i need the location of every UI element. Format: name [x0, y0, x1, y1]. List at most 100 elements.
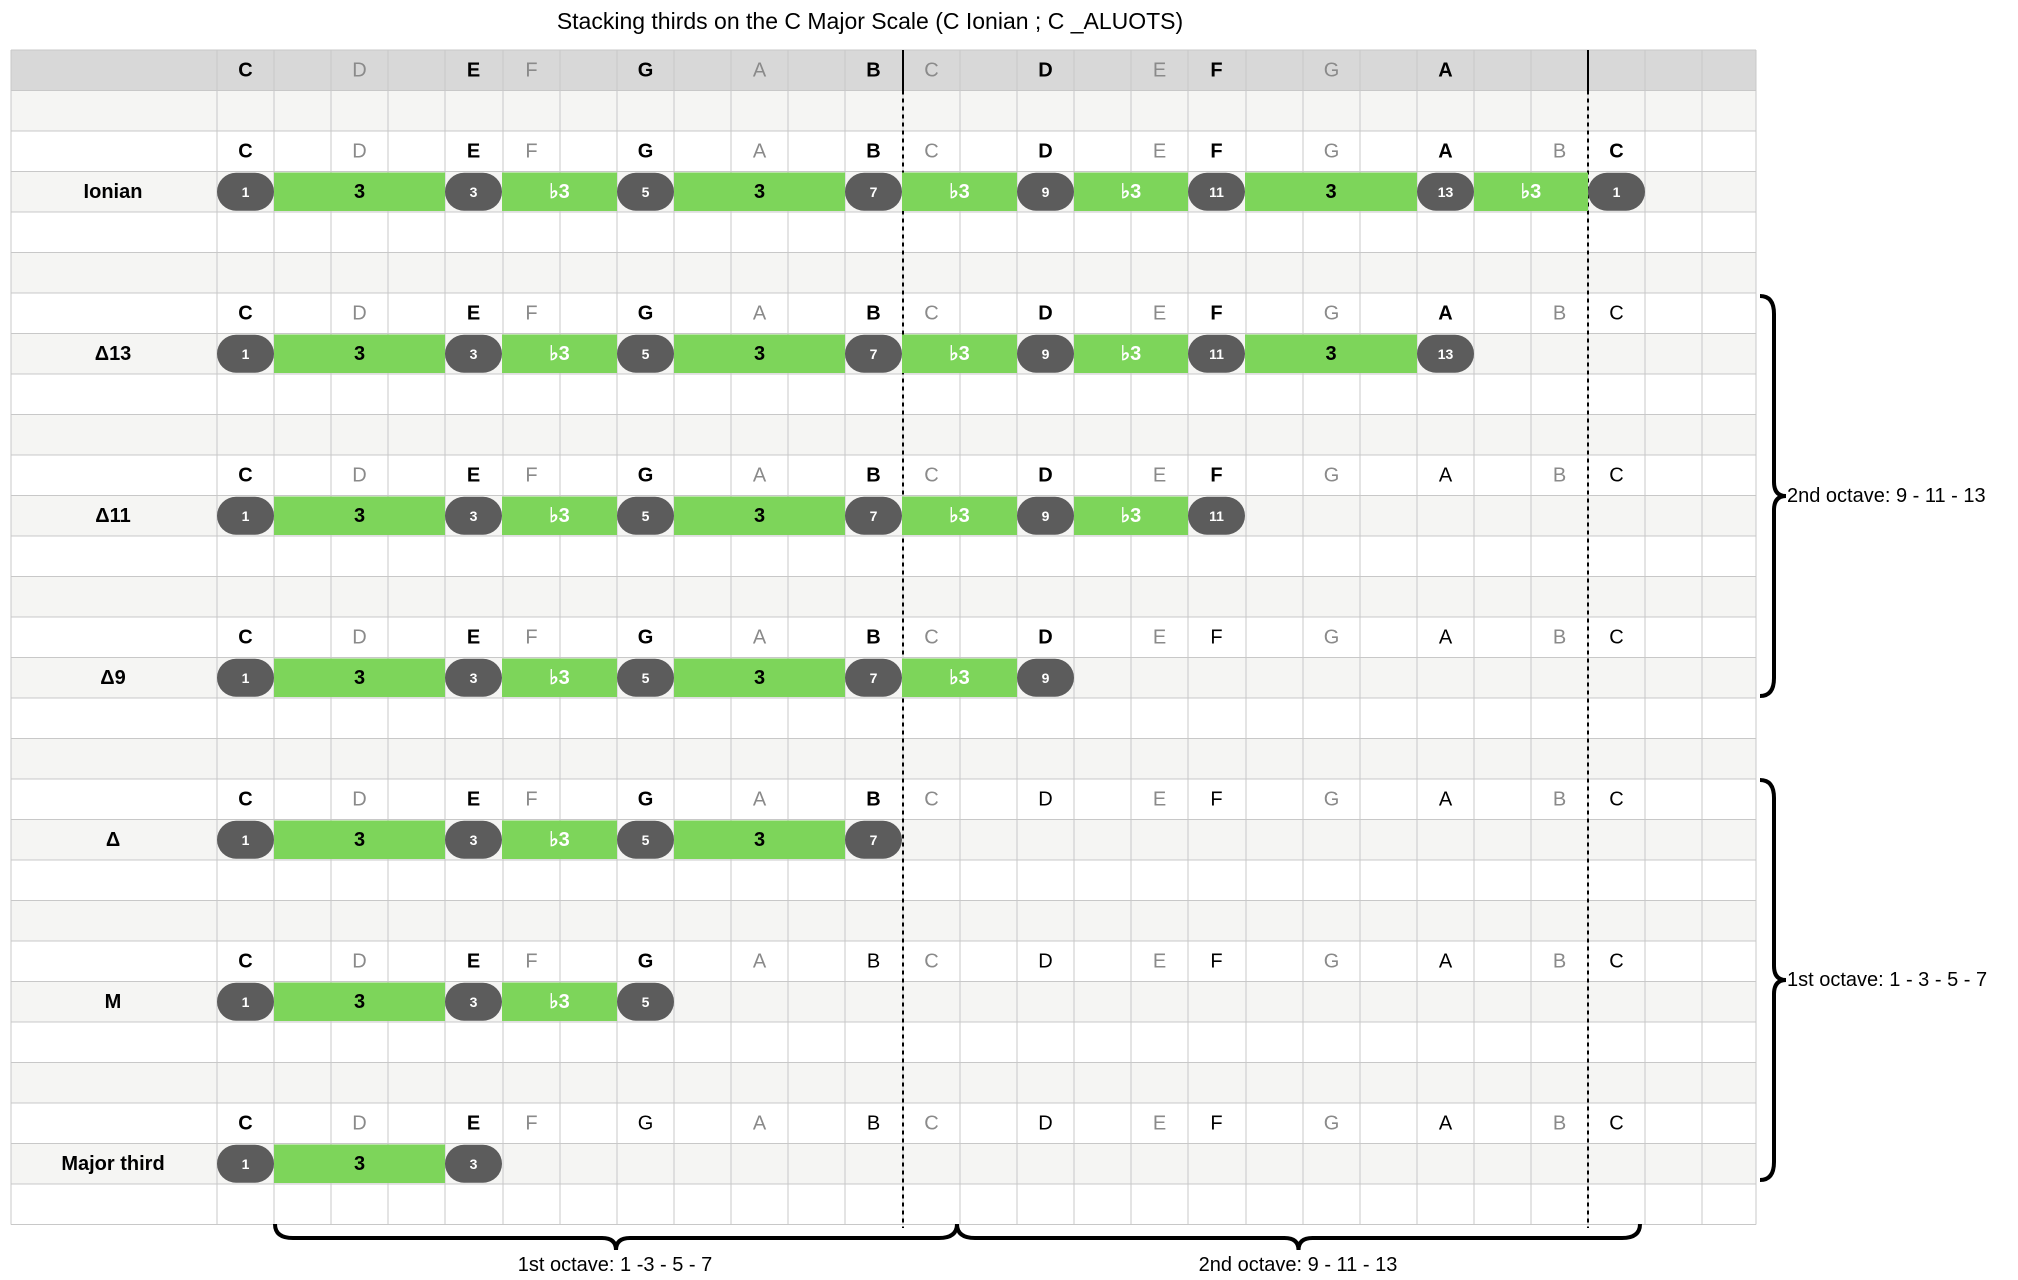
note-letter: F — [1210, 950, 1222, 972]
note-letter: F — [1210, 626, 1222, 648]
degree-pill — [445, 982, 502, 1021]
grid-row — [11, 1022, 1756, 1063]
note-letter: E — [467, 1112, 480, 1134]
header-note: D — [1038, 59, 1052, 81]
interval-label: ♭3 — [949, 505, 970, 527]
curly-brace — [1759, 778, 1787, 1182]
degree-pill — [617, 658, 674, 697]
header-note: E — [467, 59, 480, 81]
degree-pill — [445, 496, 502, 535]
note-letter: E — [467, 626, 480, 648]
grid-row — [11, 90, 1756, 131]
note-letter: C — [1609, 626, 1623, 648]
degree-label: 13 — [1438, 346, 1454, 362]
note-letter: C — [924, 950, 938, 972]
note-letter: A — [1439, 788, 1453, 810]
interval-bar — [502, 820, 617, 859]
degree-label: 11 — [1209, 346, 1224, 362]
degree-pill — [1017, 496, 1074, 535]
degree-pill — [445, 658, 502, 697]
grid-row — [11, 1103, 1756, 1144]
note-letter: E — [467, 950, 480, 972]
degree-label: 5 — [642, 184, 650, 200]
note-letter: D — [352, 302, 366, 324]
note-letter: C — [1609, 788, 1623, 810]
grid-row — [11, 1184, 1756, 1225]
degree-pill — [617, 496, 674, 535]
chord-label: Δ13 — [95, 343, 132, 365]
note-letter: B — [1553, 950, 1566, 972]
grid-row — [11, 1062, 1756, 1103]
note-letter: A — [1439, 626, 1453, 648]
interval-bar — [502, 496, 617, 535]
note-letter: F — [525, 140, 537, 162]
degree-label: 9 — [1042, 184, 1050, 200]
degree-label: 7 — [870, 508, 878, 524]
degree-pill — [217, 334, 274, 373]
interval-label: ♭3 — [1521, 181, 1542, 203]
interval-label: 3 — [754, 181, 765, 203]
note-letter: G — [638, 302, 654, 324]
degree-pill — [217, 658, 274, 697]
interval-bar — [274, 982, 445, 1021]
note-letter: C — [1609, 464, 1623, 486]
interval-bar — [1074, 334, 1188, 373]
degree-pill — [617, 172, 674, 211]
header-note: B — [866, 59, 880, 81]
degree-pill — [1188, 496, 1245, 535]
diagram-title: Stacking thirds on the C Major Scale (C … — [556, 8, 1184, 34]
grid-row — [11, 212, 1756, 253]
side-brace-label: 1st octave: 1 - 3 - 5 - 7 — [1787, 969, 1987, 991]
interval-bar — [502, 334, 617, 373]
note-letter: D — [352, 1112, 366, 1134]
interval-label: ♭3 — [549, 505, 570, 527]
degree-label: 7 — [870, 184, 878, 200]
header-note: C — [238, 59, 252, 81]
degree-label: 3 — [470, 508, 478, 524]
interval-bar — [902, 496, 1017, 535]
interval-bar — [502, 982, 617, 1021]
note-letter: C — [1609, 302, 1623, 324]
header-note: F — [525, 59, 537, 81]
note-letter: F — [1210, 302, 1222, 324]
interval-bar — [1074, 172, 1188, 211]
note-letter: E — [467, 302, 480, 324]
degree-pill — [217, 820, 274, 859]
note-letter: B — [867, 1112, 880, 1134]
note-letter: G — [1324, 626, 1340, 648]
interval-bar — [902, 658, 1017, 697]
grid-row — [11, 698, 1756, 739]
note-letter: D — [352, 140, 366, 162]
interval-bar — [502, 658, 617, 697]
note-letter: C — [238, 950, 252, 972]
header-note: G — [1324, 59, 1340, 81]
note-letter: E — [1153, 626, 1166, 648]
note-letter: E — [1153, 464, 1166, 486]
note-letter: B — [866, 302, 880, 324]
note-letter: D — [1038, 140, 1052, 162]
note-letter: A — [1439, 464, 1453, 486]
note-letter: C — [1609, 1112, 1623, 1134]
note-letter: E — [467, 140, 480, 162]
note-letter: C — [924, 464, 938, 486]
curly-brace — [1759, 294, 1787, 698]
grid-row — [11, 455, 1756, 496]
note-letter: E — [467, 464, 480, 486]
note-letter: A — [753, 788, 767, 810]
note-letter: G — [638, 788, 654, 810]
note-letter: G — [638, 1112, 654, 1134]
note-letter: G — [638, 464, 654, 486]
degree-pill — [217, 982, 274, 1021]
degree-pill — [217, 1144, 274, 1183]
grid-row — [11, 414, 1756, 455]
note-letter: B — [866, 788, 880, 810]
note-letter: F — [525, 950, 537, 972]
interval-bar — [274, 172, 445, 211]
note-letter: A — [753, 464, 767, 486]
side-brace-label: 2nd octave: 9 - 11 - 13 — [1787, 485, 1986, 507]
note-letter: B — [1553, 1112, 1566, 1134]
note-letter: A — [753, 302, 767, 324]
note-letter: C — [238, 788, 252, 810]
degree-pill — [845, 820, 902, 859]
